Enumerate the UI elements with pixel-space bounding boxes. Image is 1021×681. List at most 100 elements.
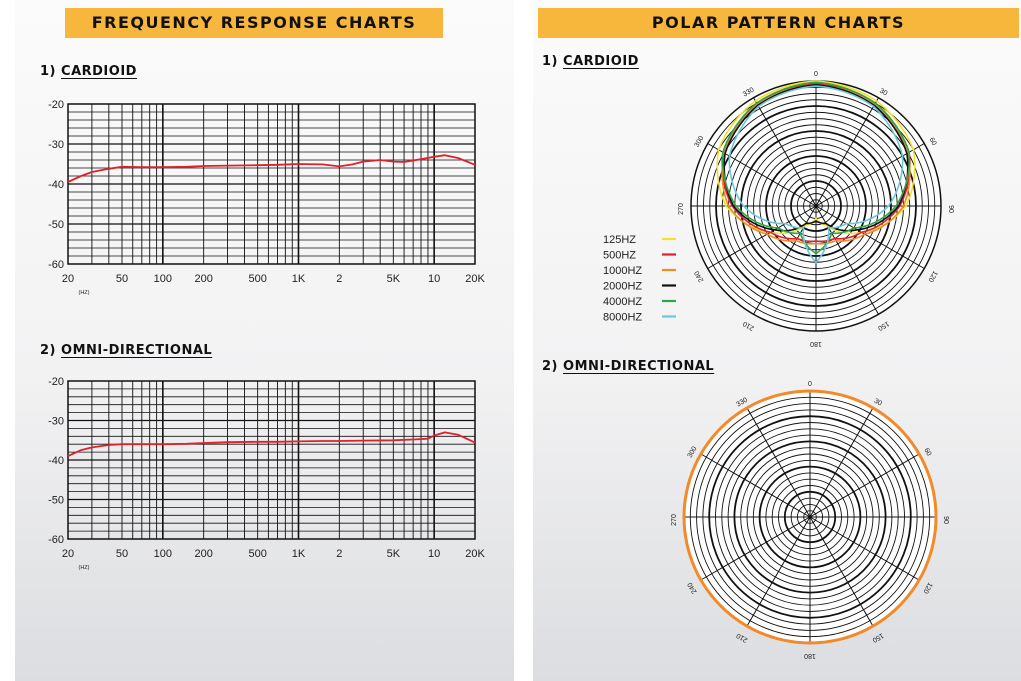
y-tick-label: -20 [48,376,64,388]
y-tick-label: -20 [48,99,64,111]
angle-label: 90 [947,205,954,213]
x-tick-label: 2 [336,548,342,560]
angle-label: 150 [871,631,885,643]
angle-label: 330 [735,397,749,409]
polar-spoke [809,516,874,627]
polar-spoke [809,453,920,518]
x-tick-label: 1K [292,548,306,560]
angle-label: 300 [687,445,699,459]
polar-series-omni [682,389,938,645]
y-tick-label: -50 [48,219,64,231]
polar-legend: 125HZ 500HZ 1000HZ 2000HZ 4000HZ 8000HZ [603,234,676,324]
x-tick-label: 20K [465,548,485,560]
polar-spoke [746,407,811,518]
angle-label: 120 [926,269,938,283]
angle-label: 90 [942,516,949,524]
x-tick-label: 50 [116,273,128,285]
frequency-panel [15,0,514,681]
polar-spoke [815,97,879,207]
x-tick-label: 100 [154,548,172,560]
legend-label: 500HZ [603,250,636,262]
polar-omni-num: 2) [542,359,558,374]
freq-cardioid-title: 1) CARDIOID [40,64,137,79]
angle-label: 0 [808,381,812,388]
x-tick-label: 2 [336,273,342,285]
polar-omni-label: OMNI-DIRECTIONAL [563,359,715,374]
angle-label: 330 [742,87,756,99]
freq-omni-num: 2) [40,343,56,358]
polar-omni-title: 2) OMNI-DIRECTIONAL [542,359,714,374]
y-tick-label: -30 [48,416,64,428]
y-tick-label: -60 [48,259,64,271]
freq-chart-2 [67,380,476,540]
x-tick-label: 50 [116,548,128,560]
angle-label: 270 [671,514,678,526]
polar-cardioid-num: 1) [542,54,558,69]
y-tick-label: -60 [48,534,64,546]
polar-spoke [809,407,874,518]
polar-spoke [700,516,811,581]
polar-spoke [700,453,811,518]
response-line [67,154,476,183]
angle-label: 300 [694,135,706,149]
polar-series-4000HZ [721,81,911,255]
polar-spoke [753,97,817,207]
x-tick-label: 500 [248,273,266,285]
angle-label: 60 [922,447,932,457]
polar-cardioid-title: 1) CARDIOID [542,54,639,69]
angle-label: 180 [810,340,822,347]
x-tick-label: 200 [194,273,212,285]
polar-spoke [815,205,925,269]
angle-label: 30 [873,398,883,408]
response-line [67,431,476,457]
polar-spoke [707,205,817,269]
x-tick-label: 500 [248,548,266,560]
angle-label: 180 [804,652,816,659]
polar-series-1000HZ [721,83,911,245]
x-tick-label: 10 [428,273,440,285]
angle-label: 60 [928,137,938,147]
x-tick-label: 1K [292,273,306,285]
angle-label: 270 [678,203,685,215]
x-tick-label: 5K [387,548,401,560]
freq-cardioid-num: 1) [40,64,56,79]
angle-label: 210 [735,631,749,643]
x-tick-label: 200 [194,548,212,560]
freq-chart-1 [67,103,476,265]
angle-label: 240 [687,581,699,595]
polar-chart-2 [682,389,938,645]
angle-label: 30 [878,88,888,98]
x-tick-label: 5K [387,273,401,285]
freq-cardioid-label: CARDIOID [61,64,137,79]
x-tick-label: 20 [62,548,74,560]
x-tick-label: 100 [154,273,172,285]
polar-series-2000HZ [723,83,909,232]
y-tick-label: -30 [48,139,64,151]
freq-omni-label: OMNI-DIRECTIONAL [61,343,213,358]
polar-chart-1 [690,80,942,332]
polar-spoke [746,516,811,627]
angle-label: 0 [814,71,818,78]
freq-omni-title: 2) OMNI-DIRECTIONAL [40,343,212,358]
legend-label: 2000HZ [603,281,642,293]
polar-spoke [809,516,920,581]
legend-label: 4000HZ [603,296,642,308]
legend-label: 125HZ [603,234,636,246]
angle-label: 150 [876,320,890,332]
y-tick-label: -40 [48,179,64,191]
x-tick-label: 20 [62,273,74,285]
x-unit-label: (HZ) [79,290,90,296]
x-unit-label: (HZ) [79,565,90,571]
x-tick-label: 20K [465,273,485,285]
x-tick-label: 10 [428,548,440,560]
angle-label: 210 [742,319,756,331]
angle-label: 120 [921,581,933,595]
legend-label: 1000HZ [603,265,642,277]
polar-cardioid-label: CARDIOID [563,54,639,69]
polar-series-8000HZ [728,85,904,264]
legend-label: 8000HZ [603,312,642,324]
polar-series-125HZ [716,80,916,235]
polar-pattern-header: POLAR PATTERN CHARTS [538,8,1019,38]
y-tick-label: -50 [48,495,64,507]
